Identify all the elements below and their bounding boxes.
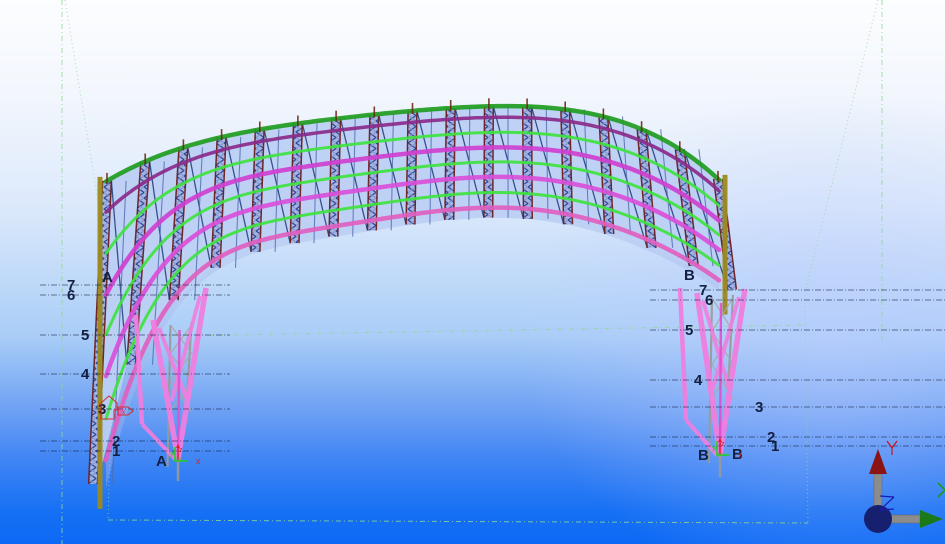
svg-text:3: 3 xyxy=(755,399,763,416)
svg-text:y: y xyxy=(170,451,174,458)
svg-text:x: x xyxy=(122,410,125,416)
svg-text:1: 1 xyxy=(112,443,120,460)
svg-text:x: x xyxy=(196,456,201,466)
svg-text:y: y xyxy=(712,445,716,452)
svg-text:1: 1 xyxy=(771,438,779,455)
svg-text:z: z xyxy=(721,441,725,448)
svg-text:3: 3 xyxy=(98,401,106,418)
svg-text:A: A xyxy=(102,269,113,286)
svg-text:4: 4 xyxy=(81,366,90,383)
svg-text:6: 6 xyxy=(705,292,713,309)
svg-text:6: 6 xyxy=(67,287,75,304)
svg-text:A: A xyxy=(156,453,167,470)
svg-text:5: 5 xyxy=(81,327,89,344)
svg-text:z: z xyxy=(179,447,183,454)
svg-text:B: B xyxy=(698,447,709,464)
svg-text:5: 5 xyxy=(685,322,693,339)
svg-text:B: B xyxy=(684,267,695,284)
svg-text:x: x xyxy=(738,450,743,460)
svg-text:4: 4 xyxy=(694,372,703,389)
